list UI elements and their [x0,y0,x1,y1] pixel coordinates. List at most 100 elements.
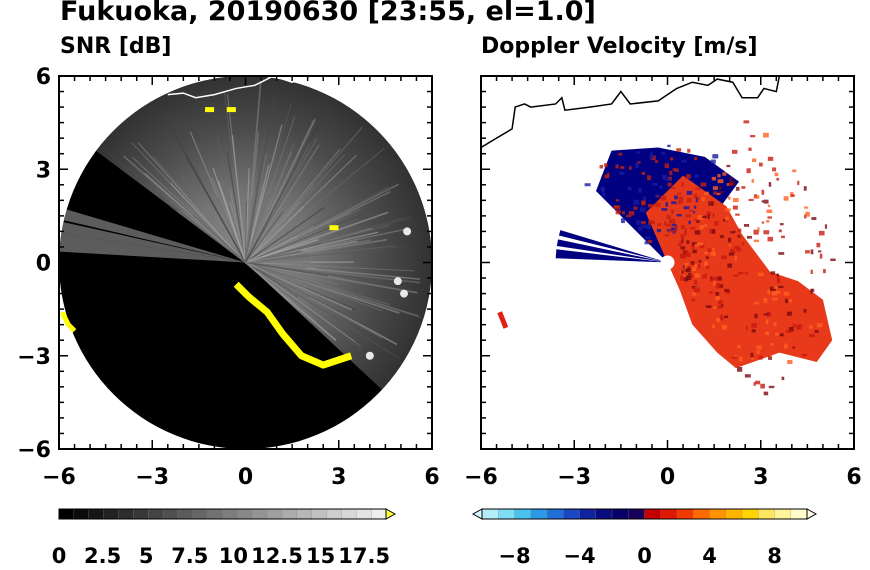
doppler-speckle [719,235,725,239]
doppler-speckle [677,192,682,196]
doppler-speckle [804,214,807,219]
doppler-speckle [684,228,688,233]
doppler-speckle [674,195,678,200]
doppler-speckle [715,283,721,289]
doppler-speckle [767,156,774,161]
doppler-speckle [744,272,748,275]
doppler-speckle [767,216,772,219]
doppler-speckle [704,251,709,255]
doppler-speckle [758,272,764,277]
colorbar-tick-label: 4 [702,544,717,568]
colorbar-frame [481,508,808,520]
doppler-speckle [692,211,696,214]
doppler-speckle [683,206,690,210]
doppler-speckle [783,291,790,296]
doppler-speckle [712,306,717,309]
doppler-speckle [665,223,672,227]
doppler-speckle [803,186,807,191]
snr-streak [245,225,314,263]
doppler-speckle [718,186,722,190]
snr-streak [245,262,355,342]
doppler-speckle [786,299,792,303]
x-tick-label: −3 [135,465,169,490]
y-tick-label: 6 [36,65,51,90]
doppler-speckle [809,325,813,329]
doppler-speckle [652,183,658,186]
doppler-speckle [788,326,794,332]
doppler-speckle [693,287,700,293]
doppler-beam [555,249,668,263]
snr-streak [245,261,421,284]
doppler-speckle [770,286,776,291]
doppler-speckle [638,228,643,231]
doppler-speckle [684,262,689,267]
y-tick-label: 3 [36,158,51,183]
doppler-speckle [717,305,723,309]
doppler-speckle [810,249,814,255]
doppler-speckle [726,164,731,168]
doppler-speckle [698,242,704,245]
doppler-speckle [688,220,691,225]
doppler-speckle [767,204,771,208]
doppler-speckle [773,322,777,327]
doppler-speckle [680,160,687,163]
doppler-speckle [772,167,777,172]
doppler-speckle [716,276,722,281]
doppler-speckle [649,155,654,160]
doppler-speckle [715,292,720,296]
snr-streak [245,262,311,298]
doppler-speckle [710,278,713,282]
doppler-speckle [698,260,702,263]
doppler-speckle [679,241,683,246]
doppler-speckle [692,249,697,254]
doppler-speckle [753,239,760,243]
snr-streak [245,246,404,263]
doppler-speckle [693,205,697,209]
snr-bright-spot [400,289,409,298]
doppler-speckle [697,196,700,201]
doppler-speckle [628,211,635,216]
doppler-speckle [645,224,651,230]
doppler-speckle [732,274,739,277]
doppler-speckle [712,277,719,281]
snr-streak [245,261,353,311]
doppler-speckle [715,296,720,301]
doppler-speckle [671,228,675,231]
colorbar-segment [266,508,283,520]
colorbar-segment [296,508,313,520]
doppler-speckle [686,174,691,179]
doppler-speckle [737,271,744,275]
doppler-speckle [810,269,813,274]
doppler-speckle [671,209,674,215]
doppler-patch [497,311,509,329]
doppler-speckle [763,199,769,204]
snr-streak [245,206,304,264]
doppler-speckle [667,182,672,187]
snr-panel [59,76,432,449]
doppler-speckle [699,244,705,249]
x-tick-label: −3 [557,465,591,490]
doppler-speckle [666,215,671,220]
colorbar-segment [207,508,224,520]
doppler-speckle [705,256,709,259]
doppler-speckle [704,273,707,279]
doppler-speckle [735,186,740,191]
snr-high-patch [59,311,77,333]
doppler-speckle [818,230,825,236]
colorbar-segment [341,508,357,520]
doppler-speckle [647,175,651,181]
snr-streak [245,139,318,263]
doppler-speckle [783,196,789,201]
doppler-speckle [706,211,712,216]
colorbar-tick-label: −4 [563,544,595,568]
doppler-speckle [728,244,731,247]
doppler-speckle [671,223,677,227]
doppler-speckle [677,244,681,247]
doppler-speckle [761,221,765,224]
doppler-speckle [685,275,692,281]
doppler-speckle [697,264,701,269]
snr-panel-title: SNR [dB] [60,34,172,59]
doppler-speckle [792,324,797,328]
x-tick-label: 3 [331,465,346,490]
doppler-speckle [615,209,621,215]
